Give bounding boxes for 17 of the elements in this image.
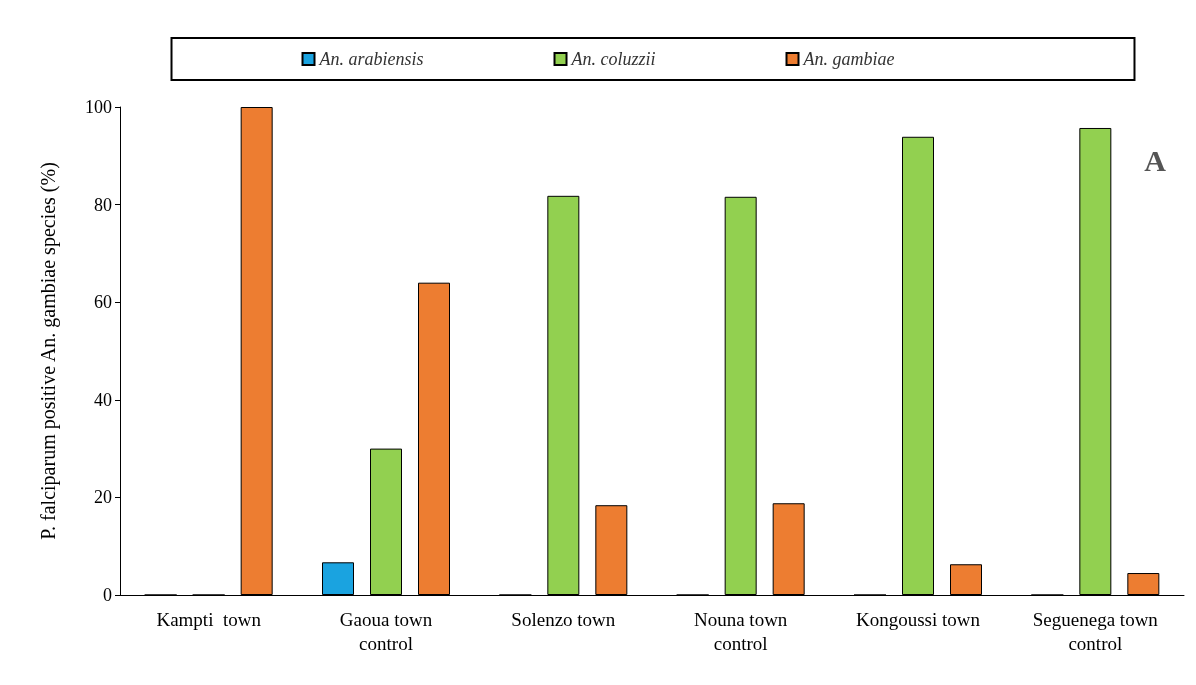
legend-label: An. coluzzii <box>570 49 656 69</box>
legend-label: An. arabiensis <box>318 49 424 69</box>
y-tick-label: 80 <box>94 194 112 215</box>
legend-label: An. gambiae <box>802 49 895 69</box>
x-tick-label: Seguenega town control <box>1032 608 1159 654</box>
y-tick-label: 40 <box>94 389 112 410</box>
y-tick-label: 100 <box>85 97 112 117</box>
y-axis-title: P. falciparum positive An. gambiae species (%) <box>37 162 60 540</box>
y-tick-label: 0 <box>103 585 112 605</box>
y-tick-label: 60 <box>94 292 112 313</box>
x-tick-label: Gaoua town control <box>339 608 433 654</box>
annotation: A <box>1144 143 1167 177</box>
y-tick-label: 20 <box>94 487 112 508</box>
x-tick-label: Kampti town <box>156 608 262 630</box>
x-tick-label: Nouna town control <box>693 608 788 654</box>
x-tick-label: Solenzo town <box>511 608 616 630</box>
x-tick-label: Kongoussi town <box>855 608 981 630</box>
